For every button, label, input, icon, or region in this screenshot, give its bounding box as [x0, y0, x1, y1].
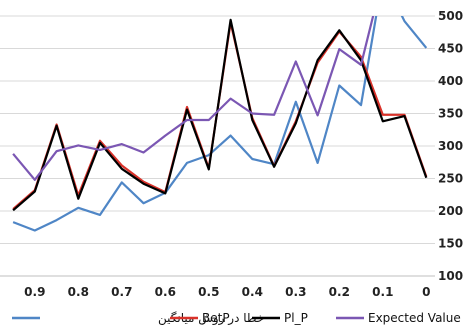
x-tick-label-0: 0 — [422, 285, 430, 299]
y-tick-label-350: 350 — [438, 107, 463, 121]
y-tick-label-200: 200 — [438, 204, 463, 218]
y-tick-label-500: 500 — [438, 9, 463, 23]
series-line-1 — [12, 16, 428, 232]
x-tick-label-0.8: 0.8 — [68, 285, 89, 299]
x-tick-label-0.9: 0.9 — [24, 285, 45, 299]
series-lines — [12, 16, 428, 232]
y-tick-label-250: 250 — [438, 172, 463, 186]
x-tick-label-0.3: 0.3 — [285, 285, 306, 299]
x-tick-label-0.7: 0.7 — [111, 285, 132, 299]
legend-label-4: Expected Value — [368, 311, 461, 325]
x-tick-label-0.5: 0.5 — [198, 285, 219, 299]
y-tick-label-100: 100 — [438, 269, 463, 283]
x-axis-tick-labels: 0.9 0.8 0.7 0.6 0.5 0.4 0.3 0.2 0.1 0 — [24, 285, 430, 299]
x-tick-label-0.1: 0.1 — [372, 285, 393, 299]
legend-label-2: BetP — [202, 311, 230, 325]
y-tick-label-400: 400 — [438, 74, 463, 88]
legend-label-1: خطا در روش میانگین — [158, 311, 264, 326]
x-tick-label-0.6: 0.6 — [155, 285, 176, 299]
y-tick-label-300: 300 — [438, 139, 463, 153]
y-tick-label-150: 150 — [438, 237, 463, 251]
series-line-3 — [12, 18, 428, 212]
y-tick-label-450: 450 — [438, 42, 463, 56]
x-tick-label-0.2: 0.2 — [329, 285, 350, 299]
y-axis-tick-labels: 100 150 200 250 300 350 400 450 500 — [438, 9, 463, 283]
legend-label-3: Pl_P — [284, 311, 308, 325]
x-tick-label-0.4: 0.4 — [242, 285, 263, 299]
series-line-4 — [12, 16, 375, 181]
